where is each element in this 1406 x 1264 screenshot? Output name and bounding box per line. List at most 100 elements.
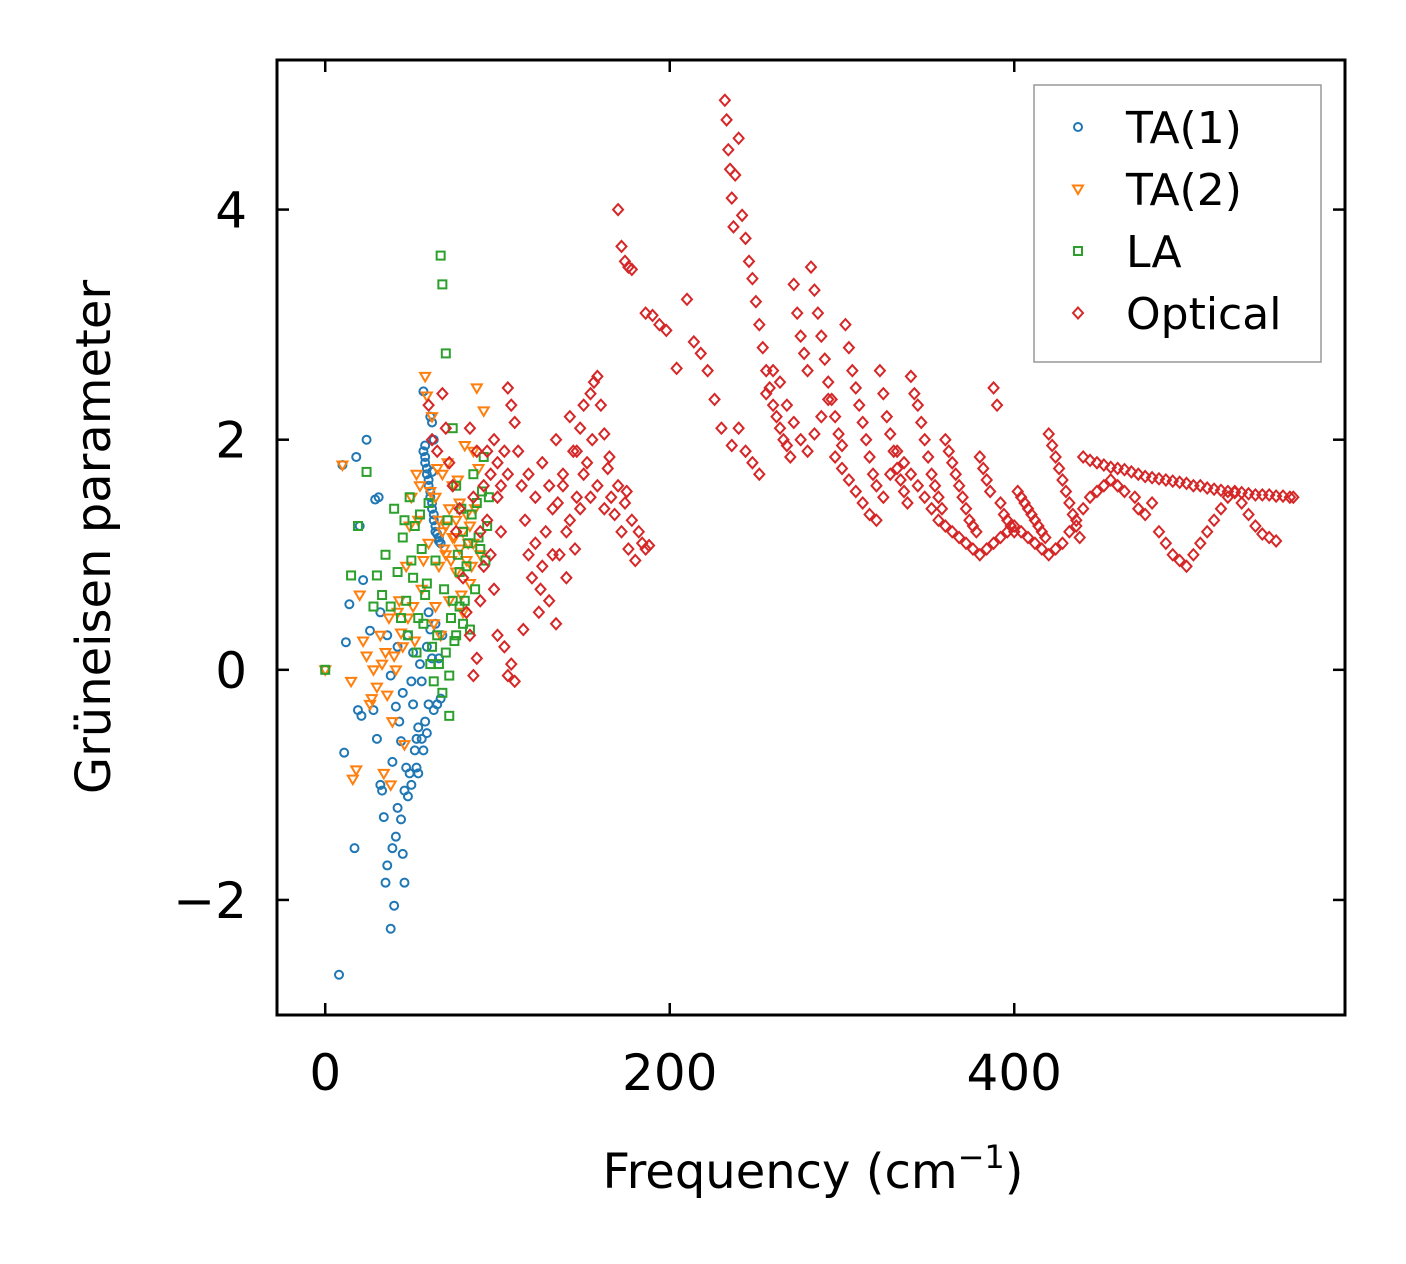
- data-point: [378, 648, 393, 660]
- x-tick-label: 200: [622, 1044, 717, 1102]
- data-point: [1104, 472, 1118, 487]
- data-point: [1193, 536, 1207, 551]
- data-point: [959, 536, 973, 551]
- y-tick-label: 0: [215, 642, 247, 700]
- y-axis-label: Grüneisen parameter: [66, 280, 122, 795]
- data-point: [437, 687, 448, 698]
- data-point: [475, 544, 486, 555]
- data-point: [476, 486, 487, 497]
- data-point: [804, 260, 818, 275]
- data-point: [435, 250, 446, 261]
- data-point: [361, 434, 372, 445]
- data-point: [425, 412, 439, 424]
- data-point: [973, 449, 987, 464]
- data-point: [452, 544, 467, 556]
- data-point: [445, 613, 456, 624]
- data-point: [484, 467, 497, 482]
- data-point: [832, 426, 845, 441]
- data-point: [413, 722, 424, 733]
- data-point: [473, 524, 487, 539]
- data-point: [1097, 458, 1111, 472]
- data-point: [756, 340, 770, 355]
- data-point: [397, 532, 408, 543]
- data-point: [1242, 507, 1255, 522]
- data-point: [458, 526, 469, 537]
- data-point: [808, 283, 821, 298]
- data-point: [480, 555, 491, 566]
- data-point: [525, 570, 539, 585]
- data-point: [1056, 472, 1069, 487]
- y-tick-label: −2: [173, 872, 247, 930]
- data-point: [459, 509, 474, 522]
- data-point: [1014, 524, 1028, 539]
- data-point: [1073, 530, 1087, 545]
- data-point: [418, 446, 429, 457]
- data-point: [680, 292, 694, 307]
- data-point: [801, 363, 814, 378]
- data-point: [482, 520, 493, 531]
- data-point: [584, 490, 597, 505]
- legend-item: TA(2): [1071, 165, 1242, 216]
- data-point: [359, 651, 374, 663]
- data-point: [511, 444, 525, 459]
- x-tick-label: 0: [309, 1044, 341, 1102]
- data-point: [594, 398, 608, 413]
- data-point: [1076, 449, 1090, 464]
- data-point: [556, 478, 570, 493]
- data-point: [416, 544, 427, 555]
- data-point: [1166, 547, 1180, 562]
- data-point: [339, 747, 350, 758]
- x-axis-label-close: ): [1005, 1144, 1024, 1200]
- data-point: [463, 628, 477, 643]
- data-point: [446, 478, 460, 493]
- data-point: [949, 467, 963, 482]
- data-point: [773, 421, 787, 436]
- data-point: [427, 641, 438, 652]
- data-point: [1128, 490, 1142, 505]
- data-point: [397, 740, 412, 752]
- data-point: [1069, 513, 1083, 528]
- data-point: [452, 549, 463, 560]
- data-point: [876, 386, 890, 401]
- data-point: [413, 481, 427, 493]
- data-point: [1042, 426, 1056, 441]
- data-point: [418, 371, 432, 384]
- legend-box: [1033, 84, 1322, 363]
- data-point: [385, 717, 400, 729]
- data-point: [976, 461, 990, 476]
- data-point: [828, 409, 842, 424]
- data-point: [801, 444, 814, 459]
- data-point: [385, 923, 396, 934]
- data-point: [421, 469, 432, 480]
- data-point: [370, 682, 384, 695]
- data-point: [1069, 519, 1083, 533]
- data-point: [427, 619, 441, 631]
- data-point: [399, 785, 410, 796]
- data-point: [518, 513, 532, 528]
- data-point: [1083, 490, 1097, 505]
- data-point: [904, 467, 918, 482]
- data-point: [346, 570, 357, 581]
- data-point: [694, 346, 708, 361]
- data-point: [1221, 490, 1235, 505]
- data-point: [427, 653, 438, 664]
- data-point: [470, 651, 484, 666]
- data-point: [423, 486, 438, 499]
- data-point: [849, 380, 863, 395]
- data-point: [420, 716, 431, 727]
- data-point: [897, 484, 911, 499]
- data-point: [591, 369, 604, 384]
- data-point: [911, 398, 925, 413]
- data-point: [477, 559, 491, 574]
- data-point: [387, 843, 398, 854]
- data-point: [458, 440, 472, 453]
- data-point: [597, 426, 611, 441]
- data-point: [670, 361, 683, 376]
- data-point: [856, 415, 870, 430]
- data-point: [825, 392, 839, 407]
- data-point: [620, 484, 634, 499]
- data-point: [449, 524, 463, 539]
- legend-marker: [1071, 306, 1085, 320]
- data-point: [542, 593, 556, 608]
- data-point: [752, 317, 766, 332]
